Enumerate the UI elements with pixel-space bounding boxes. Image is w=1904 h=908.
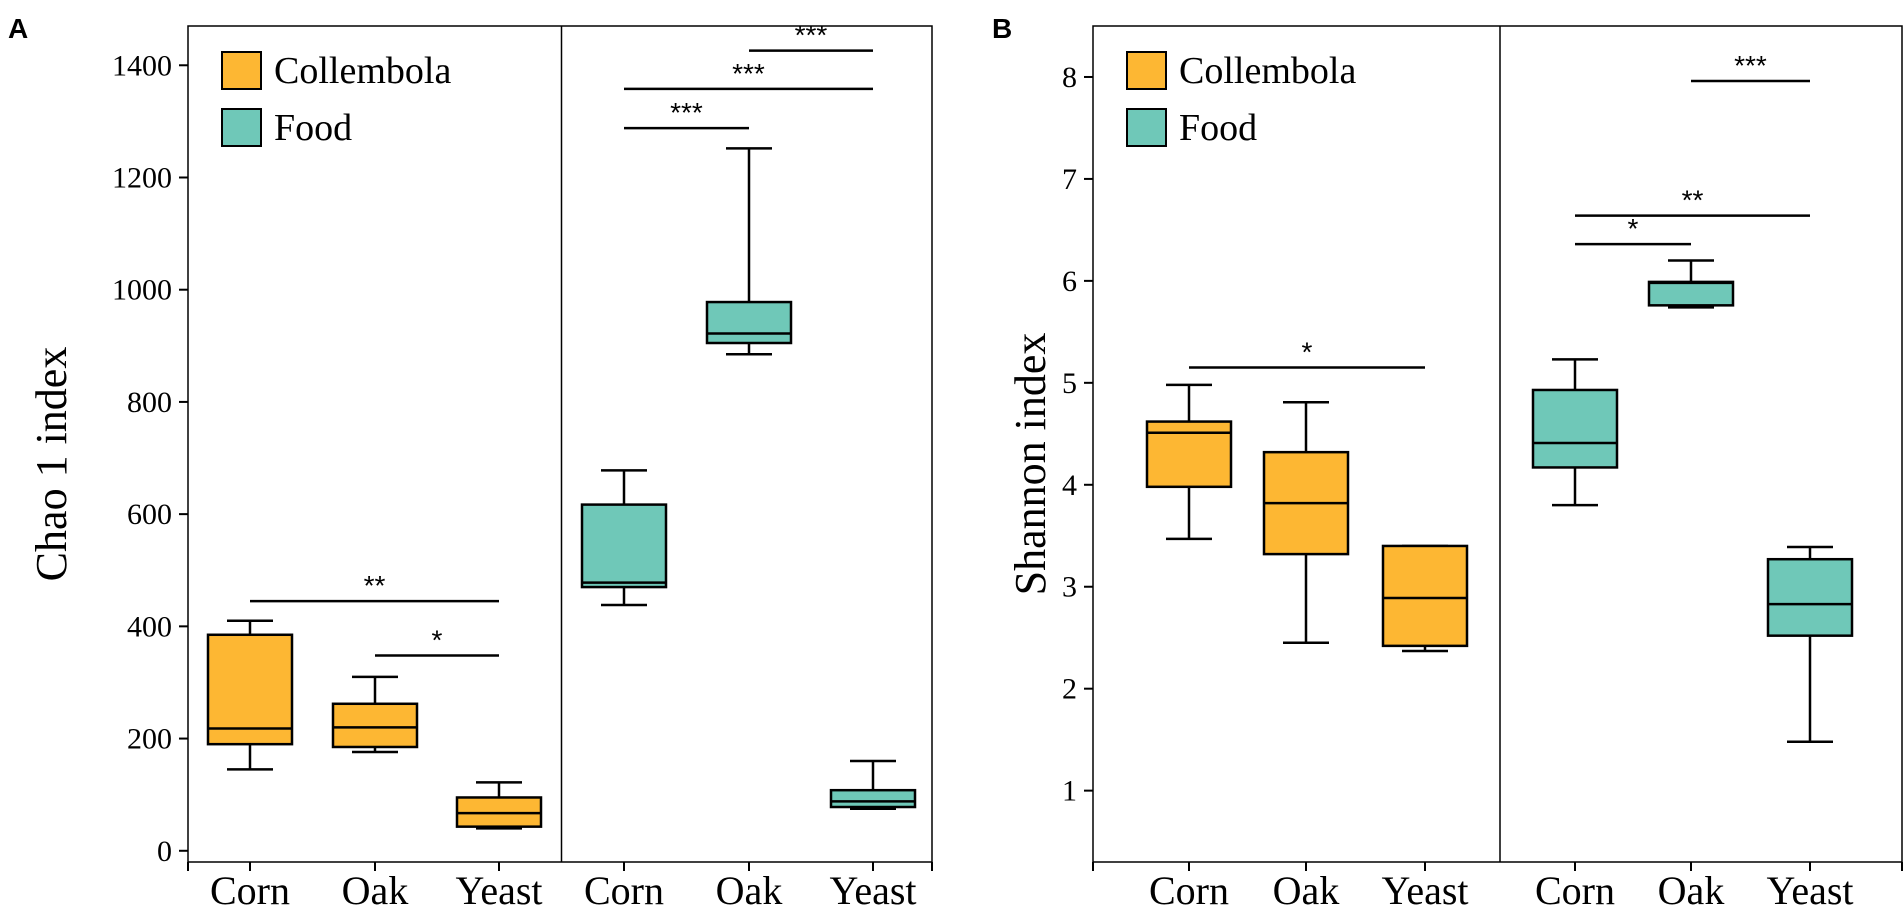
- box-food-corn: [580, 469, 668, 607]
- y-tick-label: 1200: [112, 161, 172, 194]
- y-tick-label: 400: [127, 610, 172, 643]
- y-tick-label: 600: [127, 498, 172, 531]
- legend-label-collembola: Collembola: [1179, 50, 1356, 92]
- significance-label: **: [1682, 185, 1704, 216]
- y-tick-label: 5: [1062, 367, 1077, 400]
- significance-label: ***: [1734, 50, 1767, 81]
- box-collembola-corn: [1145, 383, 1233, 541]
- box-iqr: [331, 702, 419, 749]
- box-food-corn: [1531, 358, 1619, 507]
- panel-a: A 0 200 400 600 800 1000 1200 1400 Chao 1 index Co…: [8, 13, 933, 908]
- y-tick-label: 1: [1062, 775, 1077, 808]
- x-category-label: Oak: [716, 868, 783, 908]
- plot-frame: [1092, 25, 1903, 863]
- legend-swatch-food: [221, 108, 262, 147]
- panel-letter: B: [992, 13, 1012, 44]
- box-iqr: [206, 633, 294, 746]
- box-iqr: [1531, 388, 1619, 469]
- significance-label: ***: [732, 58, 765, 89]
- x-category-label: Corn: [1149, 868, 1229, 908]
- significance-label: *: [1628, 213, 1639, 244]
- x-category-label: Oak: [1273, 868, 1340, 908]
- box-collembola-corn: [206, 619, 294, 771]
- box-iqr: [1145, 420, 1233, 489]
- legend-swatch-collembola: [221, 51, 262, 90]
- y-axis-title: Chao 1 index: [27, 347, 76, 582]
- legend-swatch-food: [1126, 108, 1167, 147]
- significance-label: ***: [795, 20, 828, 51]
- box-iqr: [705, 300, 793, 345]
- x-category-label: Oak: [1658, 868, 1725, 908]
- significance-label: *: [1302, 337, 1313, 368]
- y-axis-title: Shannon index: [1006, 333, 1055, 596]
- legend-label-collembola: Collembola: [274, 50, 451, 92]
- box-iqr: [829, 788, 917, 809]
- significance-label: **: [364, 570, 386, 601]
- y-tick-label: 0: [157, 835, 172, 868]
- y-tick-label: 800: [127, 386, 172, 419]
- y-tick-label: 3: [1062, 571, 1077, 604]
- legend-swatch-collembola: [1126, 51, 1167, 90]
- y-tick-label: 200: [127, 723, 172, 756]
- x-category-label: Corn: [1535, 868, 1615, 908]
- x-category-label: Corn: [210, 868, 290, 908]
- box-collembola-yeast: [1381, 544, 1469, 653]
- significance-label: ***: [670, 97, 703, 128]
- box-iqr: [1381, 544, 1469, 648]
- x-category-label: Yeast: [1766, 868, 1853, 908]
- panel-letter: A: [8, 13, 28, 44]
- box-food-oak: [705, 147, 793, 356]
- legend-label-food: Food: [1179, 107, 1257, 149]
- y-tick-label: 8: [1062, 61, 1077, 94]
- plot-frame: [187, 25, 933, 863]
- box-food-oak: [1647, 259, 1735, 309]
- significance-label: *: [432, 625, 443, 656]
- box-food-yeast: [1766, 545, 1854, 743]
- panel-b: B 1 2 3 4 5 6 7 8 Shannon index Corn Oak Yeast * Corn O…: [992, 13, 1903, 908]
- y-tick-label: 1000: [112, 274, 172, 307]
- box-iqr: [580, 503, 668, 589]
- legend-label-food: Food: [274, 107, 352, 149]
- y-tick-label: 1400: [112, 49, 172, 82]
- box-food-yeast: [829, 759, 917, 810]
- y-tick-label: 7: [1062, 163, 1077, 196]
- box-iqr: [1766, 557, 1854, 637]
- x-category-label: Oak: [342, 868, 409, 908]
- y-tick-label: 2: [1062, 673, 1077, 706]
- x-category-label: Yeast: [829, 868, 916, 908]
- box-collembola-oak: [331, 675, 419, 754]
- x-category-label: Corn: [584, 868, 664, 908]
- y-tick-label: 6: [1062, 265, 1077, 298]
- x-category-label: Yeast: [1381, 868, 1468, 908]
- x-category-label: Yeast: [455, 868, 542, 908]
- box-collembola-oak: [1262, 400, 1350, 645]
- y-tick-label: 4: [1062, 469, 1077, 502]
- box-iqr: [1647, 280, 1735, 307]
- box-collembola-yeast: [455, 781, 543, 830]
